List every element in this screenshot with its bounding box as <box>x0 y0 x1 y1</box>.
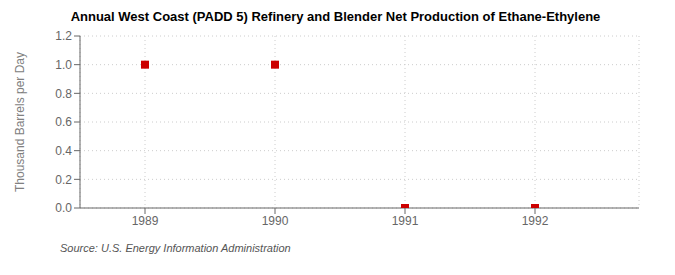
svg-text:0.2: 0.2 <box>55 173 72 187</box>
html-text:Annual West Coast (PADD 5) Ref: Annual West Coast (PADD 5) Refinery and … <box>70 9 601 24</box>
svg-text:1.2: 1.2 <box>55 29 72 43</box>
svg-text:1.0: 1.0 <box>55 58 72 72</box>
svg-text:0.8: 0.8 <box>55 87 72 101</box>
svg-text:1991: 1991 <box>392 214 419 228</box>
html-text:Source: U.S. Energy Informatio: Source: U.S. Energy Information Administ… <box>60 242 291 254</box>
svg-text:1992: 1992 <box>522 214 549 228</box>
svg-text:0.4: 0.4 <box>55 144 72 158</box>
svg-text:Thousand Barrels per Day: Thousand Barrels per Day <box>13 52 27 192</box>
svg-text:1990: 1990 <box>262 214 289 228</box>
svg-text:1989: 1989 <box>132 214 159 228</box>
svg-text:0.6: 0.6 <box>55 115 72 129</box>
svg-text:0.0: 0.0 <box>55 201 72 215</box>
